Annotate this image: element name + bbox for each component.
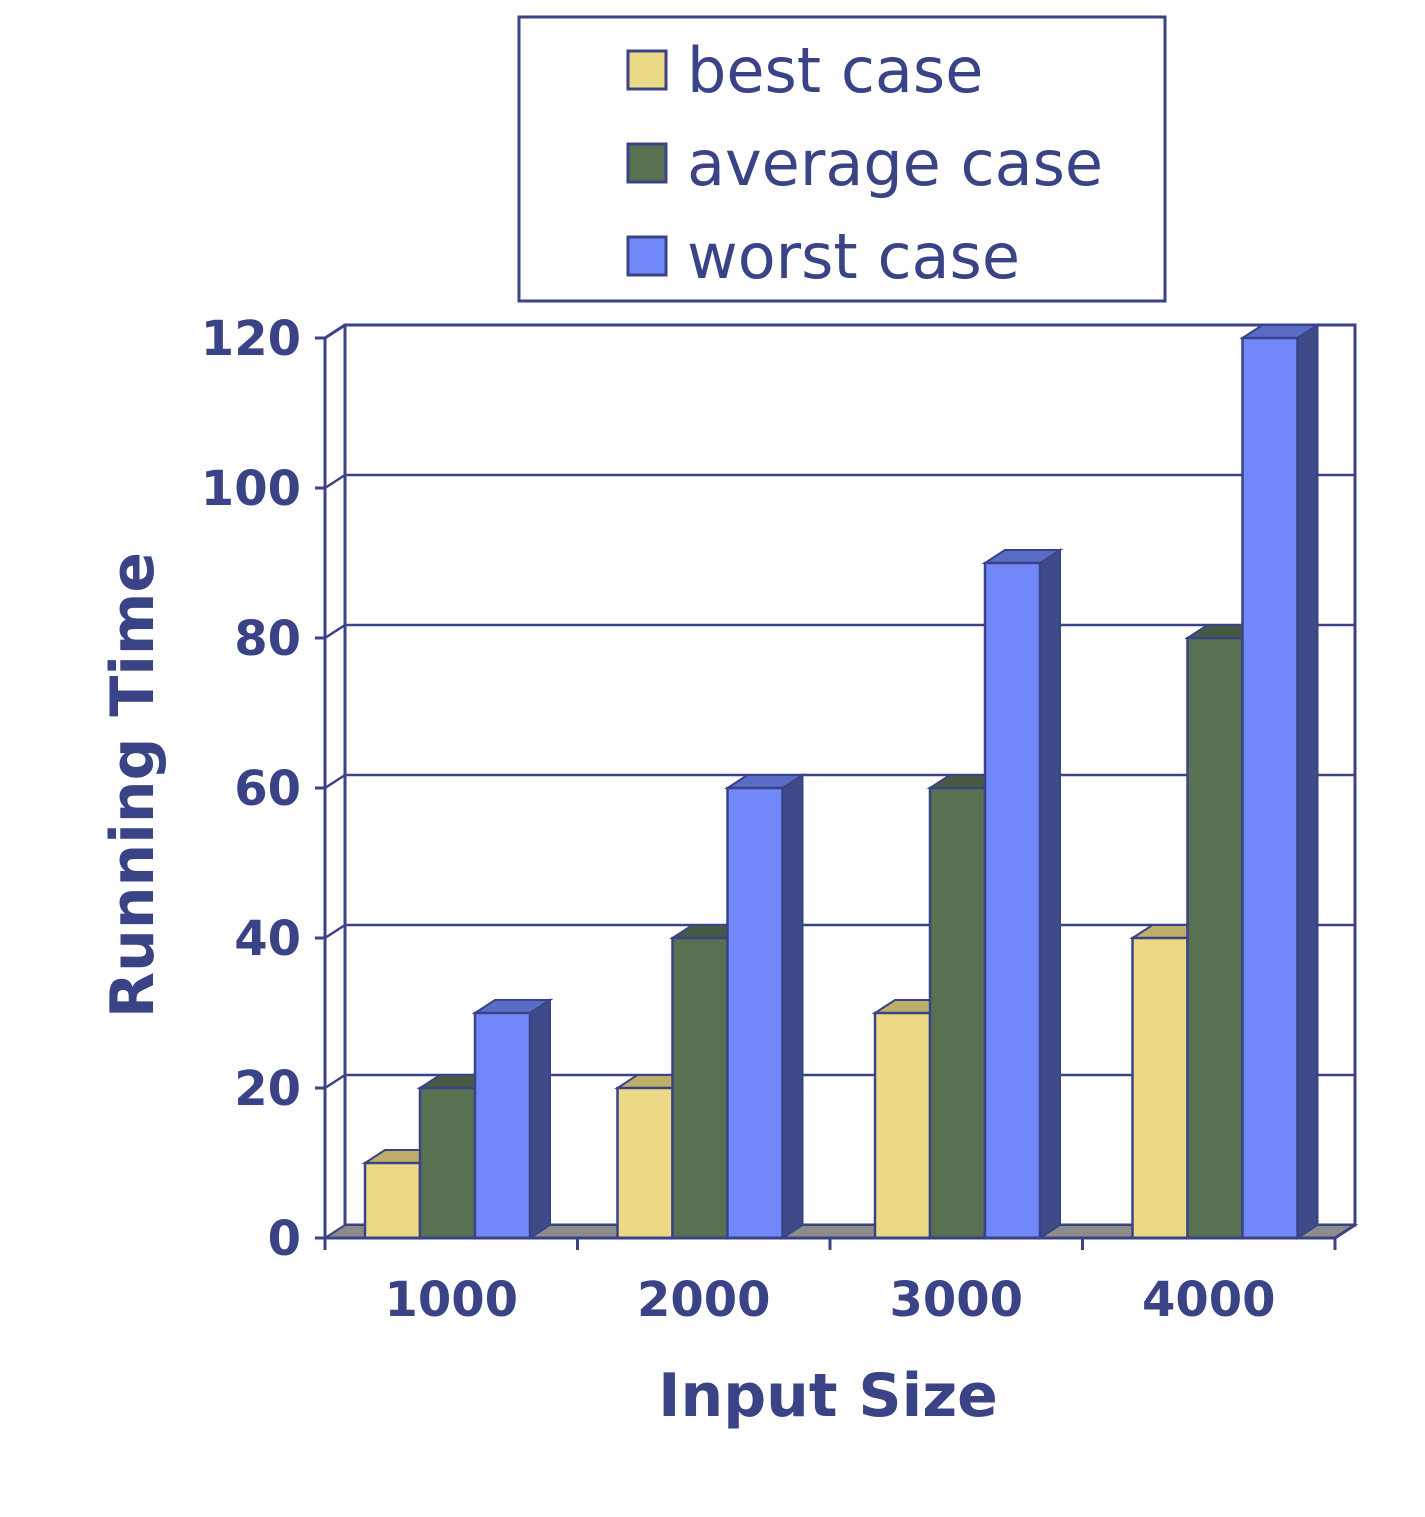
y-axis-title: Running Time	[98, 552, 168, 1018]
gridline-side	[324, 1073, 346, 1090]
bar-side	[781, 773, 804, 1240]
bar-front	[418, 1086, 477, 1240]
legend-swatch-worst-case	[626, 235, 668, 277]
y-tick-label: 0	[268, 1211, 301, 1267]
y-tick-label: 40	[234, 911, 301, 967]
bar-front	[473, 1011, 532, 1240]
y-tick-label: 20	[234, 1061, 301, 1117]
bar-side	[529, 998, 551, 1240]
x-tick-label: 4000	[1142, 1272, 1276, 1328]
gridline-side	[324, 923, 346, 940]
bar-front	[726, 786, 784, 1240]
legend-label-average-case: average case	[687, 127, 1103, 200]
bar-front	[1241, 336, 1299, 1240]
bar-front	[671, 936, 729, 1240]
bar-worst-case-2000	[724, 773, 806, 1240]
bar-worst-case-3000	[981, 548, 1064, 1240]
bar-front	[1131, 936, 1189, 1240]
bar-worst-case-4000	[1239, 323, 1321, 1240]
legend-label-best-case: best case	[687, 34, 983, 107]
gridline-side	[324, 623, 346, 640]
x-tick-label: 1000	[384, 1272, 518, 1328]
x-tick-label: 2000	[637, 1272, 771, 1328]
legend-swatch-average-case	[626, 142, 668, 184]
gridline-side	[324, 773, 346, 790]
bar-side	[1039, 548, 1061, 1240]
bar-front	[873, 1011, 932, 1240]
gridline-side	[324, 473, 346, 490]
y-tick-label: 80	[234, 611, 301, 667]
bar-front	[616, 1086, 674, 1240]
bar-worst-case-1000	[471, 998, 554, 1240]
bar-front	[928, 786, 987, 1240]
y-tick-label: 120	[201, 311, 301, 367]
y-tick-label: 60	[234, 761, 301, 817]
floor-edge	[1334, 1223, 1356, 1240]
x-tick-label: 3000	[889, 1272, 1023, 1328]
y-tick-label: 100	[201, 461, 301, 517]
bar-front	[363, 1161, 422, 1240]
x-axis-title: Input Size	[658, 1361, 998, 1431]
bar-front	[983, 561, 1042, 1240]
axes: 0 20 40 60 80 100 120 1000 2000 3000 4000	[201, 311, 1356, 1328]
legend-swatch-best-case	[626, 49, 668, 91]
legend-label-worst-case: worst case	[687, 220, 1020, 293]
legend: best case average case worst case	[517, 15, 1167, 303]
bar-front	[1186, 636, 1244, 1240]
plot-frame	[321, 323, 1359, 1239]
gridline-side	[324, 323, 346, 340]
bar-side	[1296, 323, 1319, 1240]
